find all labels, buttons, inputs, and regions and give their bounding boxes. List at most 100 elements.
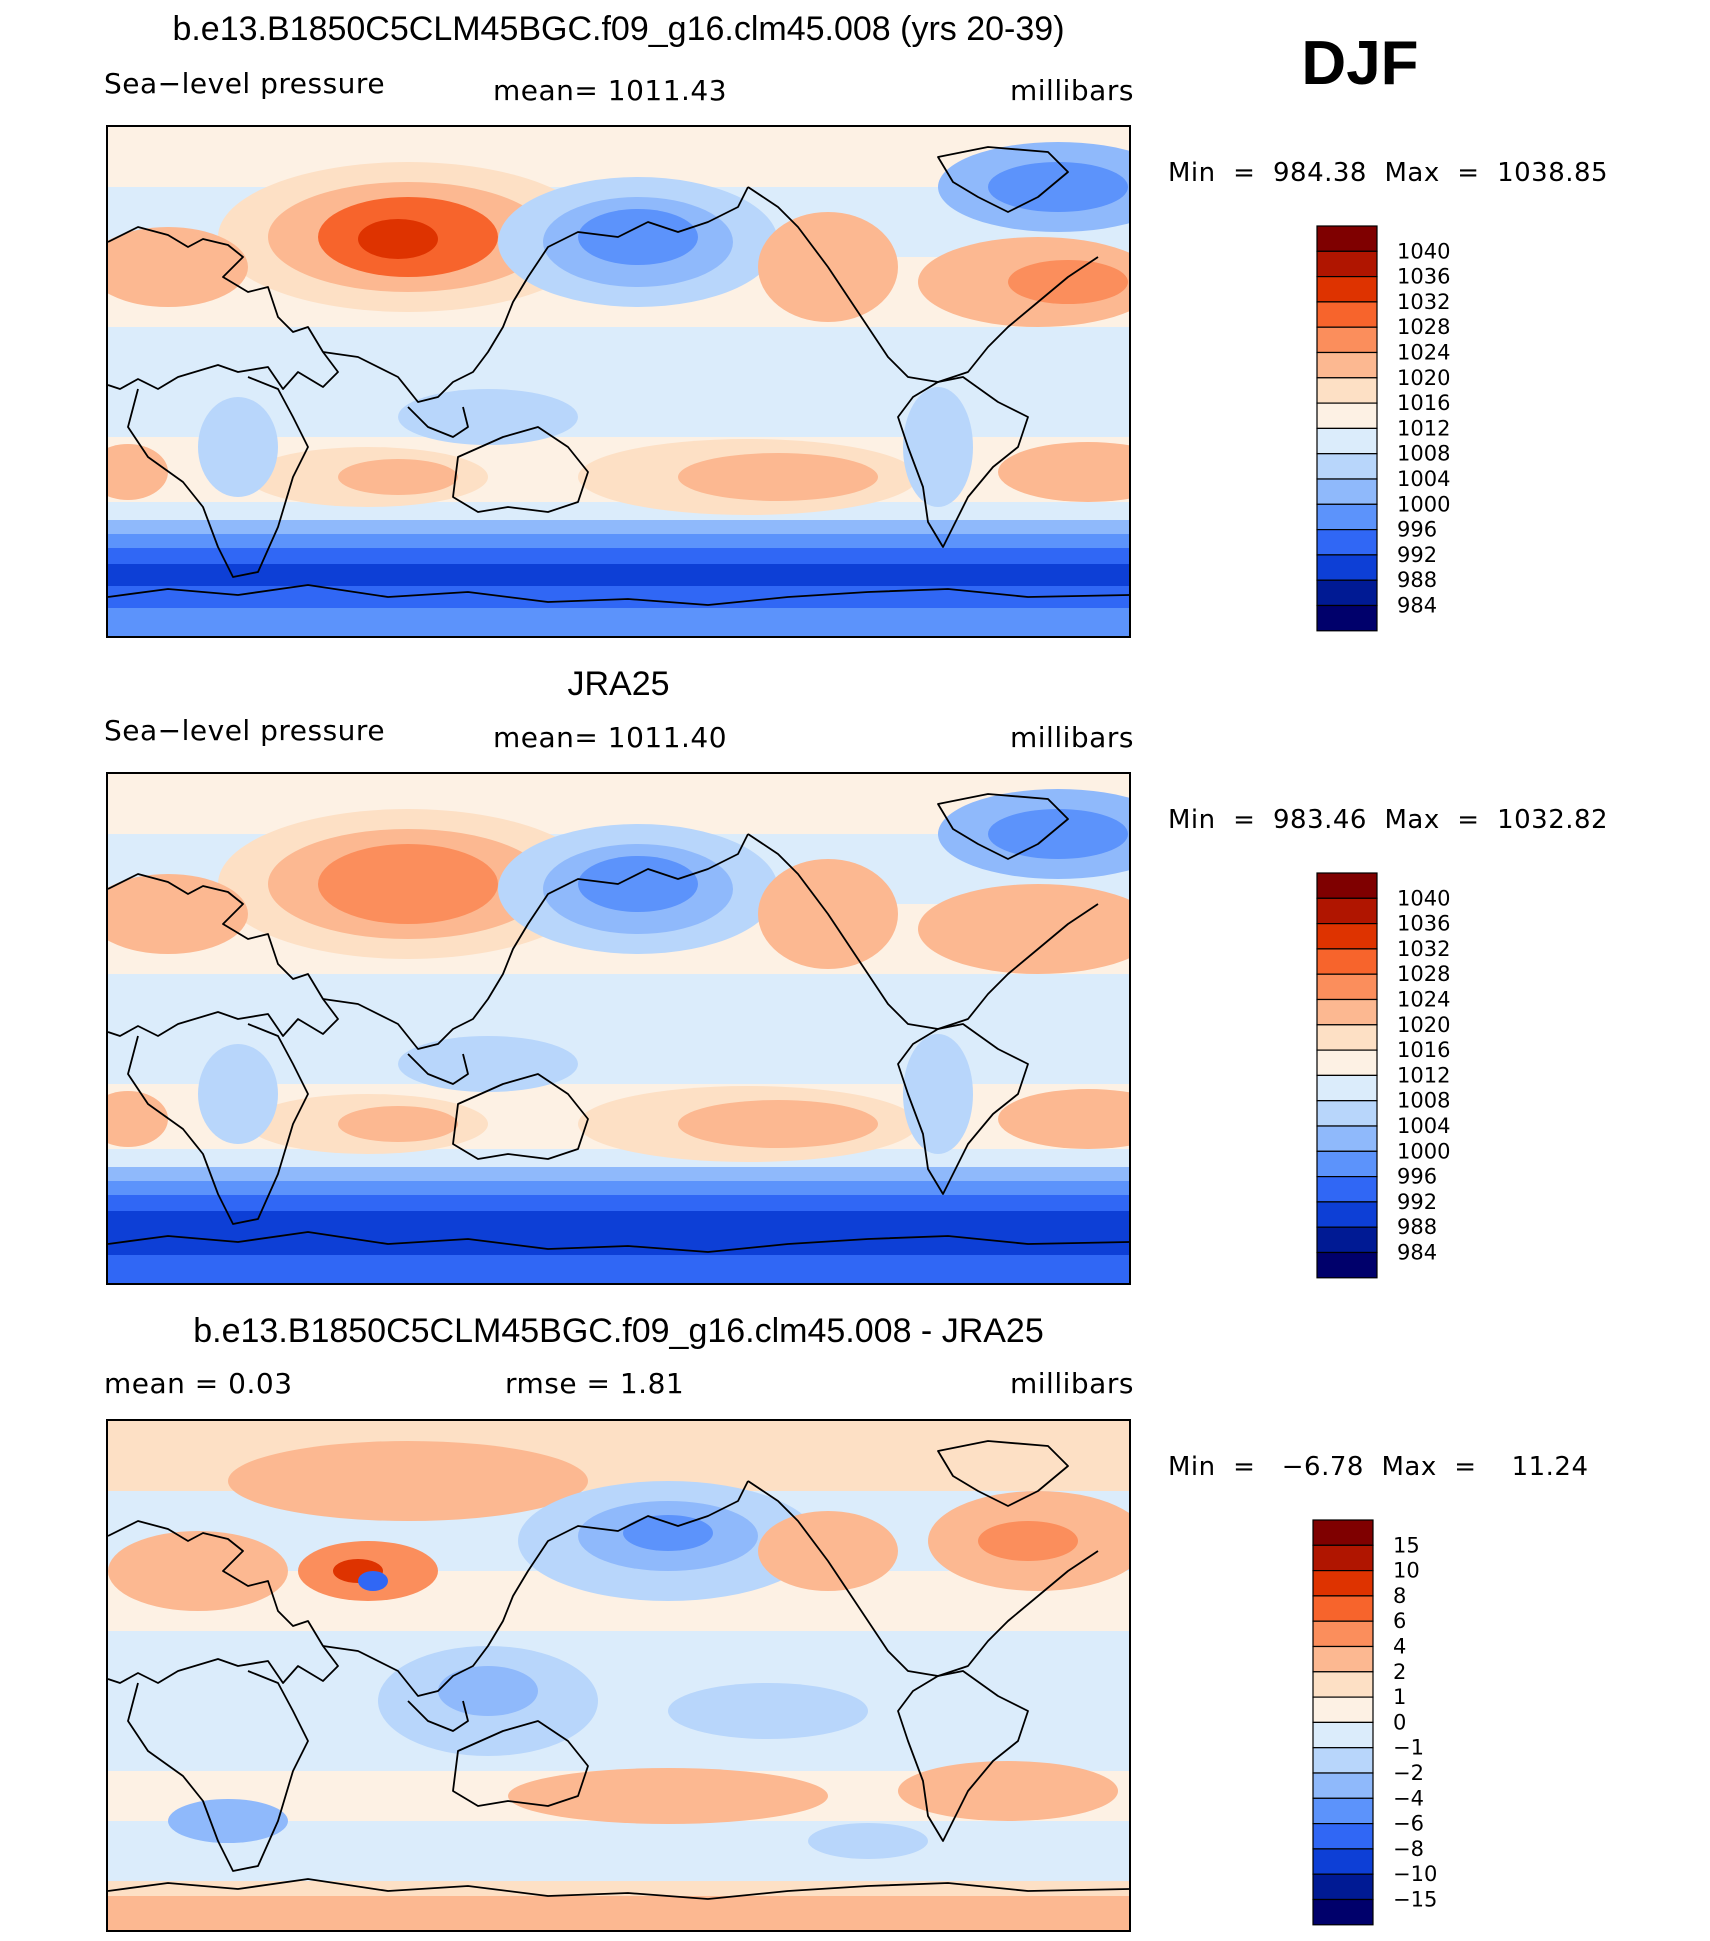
colorbar-box bbox=[1312, 1873, 1374, 1901]
colorbar-tick-label: 0 bbox=[1393, 1710, 1406, 1734]
panel3-colorbar: 15 10 8 6 4 2 1 0 −1 −2 −4 −6 −8 −10 −15 bbox=[1311, 1518, 1491, 1928]
colorbar-tick-label: 1016 bbox=[1397, 1038, 1450, 1062]
coastline bbox=[108, 1231, 1129, 1253]
coastline bbox=[937, 793, 1069, 860]
colorbar-tick-label: 2 bbox=[1393, 1660, 1406, 1684]
south-america-low bbox=[903, 387, 973, 507]
positive-anomaly bbox=[228, 1441, 588, 1521]
colorbar-tick-label: 1028 bbox=[1397, 962, 1450, 986]
colorbar-box bbox=[1316, 326, 1378, 354]
south-atlantic-high bbox=[998, 1089, 1129, 1149]
colorbar-box bbox=[1312, 1645, 1374, 1673]
colorbar-box bbox=[1316, 872, 1378, 899]
panel1-units-label: millibars bbox=[1010, 74, 1134, 107]
colorbar-tick-label: 1040 bbox=[1397, 239, 1450, 263]
colorbar-box bbox=[1312, 1595, 1374, 1622]
band bbox=[108, 548, 1129, 564]
colorbar-box bbox=[1316, 1100, 1378, 1127]
colorbar-tick-label: 1008 bbox=[1397, 442, 1450, 466]
colorbar-tick-label: 1012 bbox=[1397, 1063, 1450, 1087]
colorbar-box bbox=[1316, 377, 1378, 404]
europe-high bbox=[108, 227, 248, 307]
colorbar-tick-label: 15 bbox=[1393, 1533, 1420, 1557]
colorbar-tick-label: −4 bbox=[1393, 1786, 1424, 1810]
south-atlantic-high bbox=[108, 1091, 168, 1147]
colorbar-box bbox=[1316, 301, 1378, 328]
positive-anomaly bbox=[108, 1531, 288, 1611]
panel1-map bbox=[106, 125, 1131, 638]
negative-anomaly bbox=[168, 1799, 288, 1843]
coastline bbox=[108, 1878, 1129, 1900]
colorbar-box bbox=[1312, 1671, 1374, 1698]
aleutian-low-core bbox=[578, 209, 698, 265]
colorbar-tick-label: 1016 bbox=[1397, 391, 1450, 415]
panel2-units-label: millibars bbox=[1010, 721, 1134, 754]
positive-anomaly-core bbox=[978, 1521, 1078, 1561]
maritime-continent-low bbox=[398, 1036, 578, 1092]
colorbar-tick-label: 1012 bbox=[1397, 416, 1450, 440]
colorbar-tick-label: 984 bbox=[1397, 1241, 1437, 1265]
colorbar-tick-label: 996 bbox=[1397, 1165, 1437, 1189]
negative-anomaly bbox=[438, 1666, 538, 1716]
colorbar-box bbox=[1316, 579, 1378, 607]
coastline bbox=[407, 406, 469, 438]
colorbar-tick-label: 1020 bbox=[1397, 1013, 1450, 1037]
coastline bbox=[108, 226, 339, 390]
south-pacific-high-core bbox=[678, 1100, 878, 1148]
panel3-mean-label: mean = 0.03 bbox=[104, 1367, 293, 1400]
band bbox=[108, 1149, 1129, 1167]
africa-low bbox=[198, 397, 278, 497]
coastline bbox=[322, 186, 749, 403]
coastline bbox=[407, 1700, 469, 1732]
coastline bbox=[127, 1023, 309, 1225]
colorbar-box bbox=[1312, 1823, 1374, 1850]
colorbar-box bbox=[1312, 1898, 1374, 1926]
band bbox=[108, 608, 1129, 636]
colorbar-box bbox=[1316, 1049, 1378, 1077]
band bbox=[108, 1167, 1129, 1181]
colorbar-box bbox=[1316, 529, 1378, 556]
south-indian-high-core bbox=[338, 1106, 458, 1142]
panel3-rmse-label: rmse = 1.81 bbox=[505, 1367, 685, 1400]
colorbar-tick-label: 1036 bbox=[1397, 912, 1450, 936]
positive-anomaly bbox=[758, 1511, 898, 1591]
negative-anomaly-core bbox=[623, 1515, 713, 1551]
coastline bbox=[897, 1670, 1029, 1842]
coastline bbox=[407, 1053, 469, 1085]
coastline bbox=[897, 376, 1029, 548]
band bbox=[108, 586, 1129, 608]
aleutian-low-core bbox=[578, 856, 698, 912]
panel1-title: b.e13.B1850C5CLM45BGC.f09_g16.clm45.008 … bbox=[172, 10, 1065, 48]
colorbar-box bbox=[1316, 1201, 1378, 1228]
colorbar-box bbox=[1312, 1747, 1374, 1774]
colorbar-box bbox=[1316, 453, 1378, 480]
colorbar-tick-label: 1032 bbox=[1397, 290, 1450, 314]
south-atlantic-high bbox=[998, 442, 1129, 502]
colorbar-tick-label: 988 bbox=[1397, 568, 1437, 592]
colorbar-box bbox=[1312, 1544, 1374, 1572]
negative-anomaly bbox=[668, 1683, 868, 1739]
colorbar-tick-label: 996 bbox=[1397, 518, 1437, 542]
colorbar-tick-label: 10 bbox=[1393, 1559, 1420, 1583]
coastline bbox=[127, 376, 309, 578]
colorbar-tick-label: −10 bbox=[1393, 1862, 1437, 1886]
colorbar-box bbox=[1316, 1226, 1378, 1254]
icelandic-low-core bbox=[988, 162, 1128, 212]
colorbar-box bbox=[1316, 478, 1378, 505]
maritime-continent-low bbox=[398, 389, 578, 445]
coastline bbox=[452, 1720, 589, 1807]
coastline bbox=[897, 1023, 1029, 1195]
colorbar-box bbox=[1312, 1721, 1374, 1749]
colorbar-tick-label: 1004 bbox=[1397, 1114, 1450, 1138]
colorbar-tick-label: 1040 bbox=[1397, 886, 1450, 910]
colorbar-box bbox=[1316, 1176, 1378, 1203]
panel3-contour-map bbox=[108, 1421, 1129, 1930]
colorbar-tick-label: −8 bbox=[1393, 1837, 1424, 1861]
panel3-minmax-label: Min = −6.78 Max = 11.24 bbox=[1168, 1452, 1589, 1482]
band bbox=[108, 1211, 1129, 1233]
colorbar-box bbox=[1316, 225, 1378, 252]
colorbar-tick-label: 992 bbox=[1397, 543, 1437, 567]
colorbar-box bbox=[1316, 604, 1378, 632]
colorbar-box bbox=[1316, 1074, 1378, 1102]
south-pacific-high-core bbox=[678, 453, 878, 501]
